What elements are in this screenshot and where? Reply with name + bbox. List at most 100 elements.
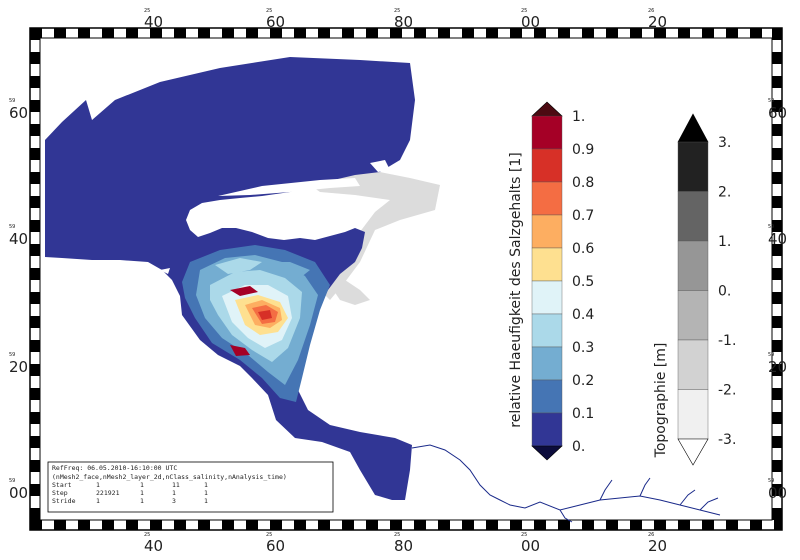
frame-checker-seg xyxy=(772,388,782,400)
topo-colorbar-swatch xyxy=(677,141,709,192)
topo-colorbar-label: -3. xyxy=(718,432,736,448)
salinity-colorbar-swatch xyxy=(531,313,563,348)
frame-checker-seg xyxy=(246,520,258,530)
frame-checker-seg xyxy=(772,436,782,448)
frame-checker-seg xyxy=(30,124,40,136)
info-stride-label: Stride xyxy=(52,497,76,505)
salinity-colorbar-label: 0. xyxy=(572,439,585,455)
frame-checker-seg xyxy=(772,244,782,256)
frame-checker-seg xyxy=(582,28,594,38)
frame-checker-seg xyxy=(772,364,782,376)
left-tick-major: 20 xyxy=(9,358,28,376)
frame-checker-seg xyxy=(772,52,782,64)
frame-checker-seg xyxy=(390,28,402,38)
info-step-label: Step xyxy=(52,489,68,497)
salinity-zone-09 xyxy=(230,286,258,296)
frame-checker-seg xyxy=(726,520,738,530)
top-tick-minor: 25 xyxy=(521,8,527,14)
right-tick-minor: 59 xyxy=(768,98,774,104)
frame-checker-seg xyxy=(30,436,40,448)
right-tick-major: 40 xyxy=(768,230,787,248)
frame-checker-seg xyxy=(30,292,40,304)
top-tick-minor: 25 xyxy=(394,8,400,14)
frame-checker-seg xyxy=(30,460,40,472)
frame-checker-seg xyxy=(772,460,782,472)
frame-checker-seg xyxy=(150,28,162,38)
frame-checker-seg xyxy=(54,28,66,38)
frame-checker-seg xyxy=(198,28,210,38)
frame-checker-seg xyxy=(30,76,40,88)
info-value: 1 xyxy=(96,497,100,505)
top-tick-major: 20 xyxy=(648,13,667,31)
frame-checker-seg xyxy=(366,520,378,530)
salinity-colorbar-swatch xyxy=(531,181,563,216)
frame-checker-seg xyxy=(772,220,782,232)
info-value: 1 xyxy=(172,489,176,497)
frame-checker-seg xyxy=(126,520,138,530)
left-tick-major: 00 xyxy=(9,484,28,502)
frame-checker-seg xyxy=(54,520,66,530)
river-branch-5 xyxy=(699,497,719,511)
topo-colorbar-label: 3. xyxy=(718,135,731,151)
frame-checker-seg xyxy=(102,520,114,530)
topo-colorbar-label: 1. xyxy=(718,234,731,250)
topo-colorbar-label: -2. xyxy=(718,383,736,399)
frame-checker-seg xyxy=(30,268,40,280)
frame-checker-seg xyxy=(606,28,618,38)
salinity-colorbar-label: 0.7 xyxy=(572,208,594,224)
frame-checker-seg xyxy=(150,520,162,530)
frame-checker-seg xyxy=(486,28,498,38)
frame-checker-seg xyxy=(558,28,570,38)
frame-checker-seg xyxy=(772,196,782,208)
right-tick-minor: 59 xyxy=(768,478,774,484)
top-tick-minor: 25 xyxy=(144,8,150,14)
right-tick-minor: 59 xyxy=(768,352,774,358)
frame-checker-seg xyxy=(126,28,138,38)
frame-checker-seg xyxy=(318,520,330,530)
left-tick-minor: 59 xyxy=(9,224,15,230)
frame-checker-seg xyxy=(30,196,40,208)
frame-checker-seg xyxy=(30,340,40,352)
frame-checker-seg xyxy=(438,28,450,38)
frame-checker-seg xyxy=(510,28,522,38)
frame-checker-seg xyxy=(30,364,40,376)
salinity-zone-11 xyxy=(215,258,262,274)
frame-checker-seg xyxy=(390,520,402,530)
frame-checker-seg xyxy=(772,508,782,520)
frame-checker-seg xyxy=(414,520,426,530)
info-value: 1 xyxy=(204,489,208,497)
frame-checker-seg xyxy=(462,28,474,38)
topo-colorbar-labels: 3. 2. 1. 0. -1. -2. -3. xyxy=(718,135,736,448)
bottom-tick-major: 60 xyxy=(266,537,285,555)
salinity-colorbar-swatch xyxy=(531,214,563,249)
frame-checker-seg xyxy=(30,484,40,496)
right-tick-major: 20 xyxy=(768,358,787,376)
info-value: 221921 xyxy=(96,489,120,497)
island-west xyxy=(84,262,102,272)
frame-checker-seg xyxy=(198,520,210,530)
frame-checker-seg xyxy=(772,484,782,496)
island-east xyxy=(370,160,390,172)
frame-checker-seg xyxy=(772,412,782,424)
topo-colorbar-label: 0. xyxy=(718,284,731,300)
river-branch-2 xyxy=(639,477,651,497)
salinity-colorbar: relative Haeufigkeit des Salzgehalts [1]… xyxy=(508,101,594,461)
topo-colorbar-swatch xyxy=(677,191,709,242)
frame-checker-seg xyxy=(246,28,258,38)
bottom-tick-minor: 26 xyxy=(648,532,654,538)
frame-checker-seg xyxy=(702,28,714,38)
frame-checker-seg xyxy=(772,340,782,352)
frame-checker-seg xyxy=(414,28,426,38)
frame-checker-seg xyxy=(534,28,546,38)
frame-checker-seg xyxy=(102,28,114,38)
frame-checker-seg xyxy=(534,520,546,530)
frame-checker-seg xyxy=(772,76,782,88)
frame-checker-seg xyxy=(30,28,40,40)
topo-colorbar-label: -1. xyxy=(718,333,736,349)
bottom-tick-minor: 25 xyxy=(521,532,527,538)
topo-colorbar: Topographie [m] 3. 2. 1. 0. -1. -2. -3. xyxy=(653,113,736,466)
frame-checker-seg xyxy=(678,28,690,38)
frame-checker-seg xyxy=(486,520,498,530)
top-tick-major: 00 xyxy=(521,13,540,31)
